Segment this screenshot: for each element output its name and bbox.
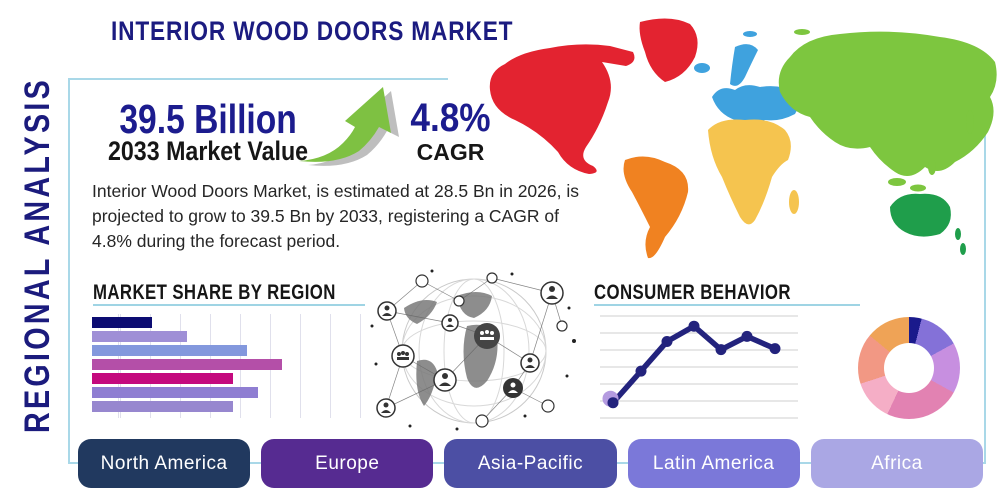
market-share-bar <box>92 373 234 384</box>
content-box-border-top <box>68 78 448 80</box>
map-asia <box>778 31 997 176</box>
cagr-value: 4.8% <box>410 96 491 140</box>
market-value-label: 2033 Market Value <box>107 136 309 166</box>
region-button-asia-pacific[interactable]: Asia-Pacific <box>444 439 617 488</box>
market-share-bar <box>92 359 283 370</box>
consumer-behavior-heading: CONSUMER BEHAVIOR <box>594 281 791 304</box>
sidebar-vertical-label: REGIONAL ANALYSIS <box>18 76 57 434</box>
market-share-underline <box>93 304 365 306</box>
map-svalbard <box>743 31 757 37</box>
regional-donut-chart <box>858 317 960 419</box>
market-share-bar <box>92 401 234 412</box>
map-madagascar <box>789 190 799 214</box>
market-share-bar <box>92 331 188 342</box>
market-share-bar <box>92 317 152 328</box>
map-south-america <box>623 156 689 259</box>
map-europe-scandinavia <box>730 44 758 86</box>
map-europe-main <box>712 85 799 124</box>
map-indonesia-1 <box>888 178 906 186</box>
map-new-zealand-1 <box>955 228 961 240</box>
region-button-africa[interactable]: Africa <box>810 439 984 488</box>
globe-network-graphic <box>370 269 576 431</box>
map-philippines <box>928 159 936 175</box>
region-button-latin-america[interactable]: Latin America <box>627 439 800 488</box>
cagr-label: CAGR <box>416 139 485 165</box>
consumer-behavior-underline <box>594 304 860 306</box>
market-summary-text: Interior Wood Doors Market, is estimated… <box>92 181 579 252</box>
map-iceland <box>694 63 710 73</box>
growth-arrow-icon <box>299 87 399 166</box>
region-button-europe[interactable]: Europe <box>261 439 434 488</box>
market-value-2033: 39.5 Billion <box>119 96 297 142</box>
content-box-border-right <box>984 78 986 464</box>
content-box-border-left <box>68 78 70 464</box>
page-title: INTERIOR WOOD DOORS MARKET <box>111 16 514 46</box>
region-button-north-america[interactable]: North America <box>78 439 251 488</box>
network-dots <box>370 269 576 431</box>
map-indonesia-2 <box>910 184 926 192</box>
map-africa <box>708 119 791 225</box>
world-map <box>489 18 997 259</box>
map-australia <box>890 193 951 237</box>
market-share-bar <box>92 345 248 356</box>
market-share-heading: MARKET SHARE BY REGION <box>93 281 336 304</box>
region-button-row: North America Europe Asia-Pacific Latin … <box>78 439 984 488</box>
map-greenland <box>639 18 698 83</box>
consumer-behavior-line-chart <box>600 315 798 419</box>
network-node-icons <box>376 272 568 428</box>
map-north-america <box>489 44 635 175</box>
map-new-zealand-2 <box>960 243 966 255</box>
map-arctic-isles <box>794 29 810 35</box>
market-share-bar-chart <box>92 314 364 418</box>
map-japan <box>966 110 974 134</box>
market-share-bar <box>92 387 258 398</box>
